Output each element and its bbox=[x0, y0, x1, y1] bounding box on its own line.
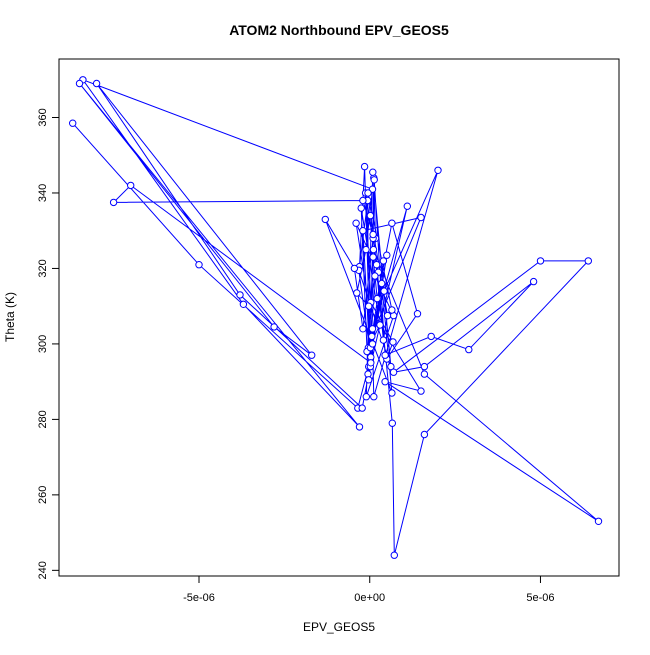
data-point bbox=[434, 166, 442, 175]
data-point bbox=[321, 215, 329, 224]
data-point bbox=[127, 181, 135, 190]
data-point bbox=[417, 213, 425, 222]
data-point bbox=[359, 196, 367, 205]
data-point bbox=[388, 389, 396, 397]
data-point bbox=[270, 323, 278, 331]
data-point bbox=[381, 378, 389, 386]
data-point bbox=[390, 551, 398, 559]
data-point bbox=[388, 419, 396, 427]
data-point bbox=[379, 336, 388, 344]
data-point bbox=[420, 370, 429, 378]
data-point bbox=[420, 362, 429, 371]
data-point bbox=[383, 311, 392, 320]
data-point bbox=[195, 261, 203, 269]
y-tick-label: 300 bbox=[37, 335, 49, 353]
data-point bbox=[365, 302, 373, 310]
data-point bbox=[236, 291, 244, 299]
data-point bbox=[380, 287, 388, 295]
y-tick-label: 320 bbox=[37, 259, 49, 277]
data-point bbox=[427, 332, 435, 341]
data-point bbox=[417, 387, 425, 395]
y-tick-label: 240 bbox=[37, 561, 49, 579]
data-point bbox=[69, 119, 77, 127]
y-tick-label: 340 bbox=[37, 184, 49, 202]
x-tick-label: 0e+00 bbox=[354, 592, 385, 604]
data-point bbox=[420, 430, 429, 439]
data-point bbox=[367, 359, 375, 367]
y-tick-label: 260 bbox=[37, 486, 49, 504]
plot-area bbox=[69, 76, 603, 559]
data-point bbox=[370, 176, 378, 184]
data-point bbox=[378, 279, 386, 288]
data-point bbox=[403, 202, 411, 210]
data-point bbox=[362, 393, 370, 401]
data-point bbox=[365, 376, 373, 384]
data-point bbox=[536, 257, 545, 265]
data-point bbox=[369, 168, 377, 176]
data-point bbox=[360, 162, 369, 171]
data-point bbox=[368, 340, 377, 348]
x-axis: -5e-06 0e+00 5e-06 bbox=[183, 575, 555, 604]
data-point bbox=[594, 517, 603, 525]
data-point bbox=[369, 245, 378, 254]
data-point bbox=[75, 79, 84, 88]
data-point bbox=[359, 227, 367, 235]
data-point bbox=[529, 277, 538, 286]
x-axis-label: EPV_GEOS5 bbox=[303, 620, 375, 634]
data-point bbox=[368, 332, 376, 341]
y-tick-label: 360 bbox=[37, 108, 49, 126]
data-point bbox=[370, 393, 378, 401]
data-point bbox=[413, 310, 422, 318]
data-point bbox=[352, 219, 360, 227]
data-point bbox=[369, 230, 377, 239]
data-point bbox=[373, 294, 381, 303]
data-point bbox=[364, 189, 372, 197]
data-point bbox=[465, 345, 473, 354]
chart-title: ATOM2 Northbound EPV_GEOS5 bbox=[229, 22, 449, 38]
data-point bbox=[379, 257, 388, 265]
data-point bbox=[239, 300, 248, 308]
data-point bbox=[92, 79, 101, 88]
data-point bbox=[388, 219, 396, 227]
data-point bbox=[368, 325, 377, 333]
data-point bbox=[388, 306, 396, 314]
data-point bbox=[359, 325, 367, 333]
data-point bbox=[389, 368, 398, 376]
data-point bbox=[109, 198, 118, 207]
data-point bbox=[371, 272, 379, 280]
series-line bbox=[72, 78, 599, 556]
data-point bbox=[308, 351, 316, 359]
data-point bbox=[358, 404, 366, 412]
data-point bbox=[355, 423, 364, 431]
data-point bbox=[372, 261, 381, 269]
data-point bbox=[350, 264, 359, 273]
data-point bbox=[376, 321, 384, 329]
x-tick-label: 5e-06 bbox=[526, 592, 554, 604]
data-point bbox=[383, 251, 391, 259]
data-point bbox=[362, 245, 370, 254]
y-tick-label: 280 bbox=[37, 410, 49, 428]
data-point bbox=[366, 211, 375, 220]
y-axis-label: Theta (K) bbox=[3, 292, 17, 342]
data-point bbox=[357, 204, 365, 212]
data-point bbox=[353, 289, 361, 297]
y-axis: 240 260 280 300 320 340 360 bbox=[37, 108, 60, 580]
data-point bbox=[584, 257, 592, 265]
data-point bbox=[369, 253, 377, 261]
data-point bbox=[389, 338, 397, 346]
data-point bbox=[381, 351, 389, 359]
x-tick-label: -5e-06 bbox=[183, 592, 215, 604]
